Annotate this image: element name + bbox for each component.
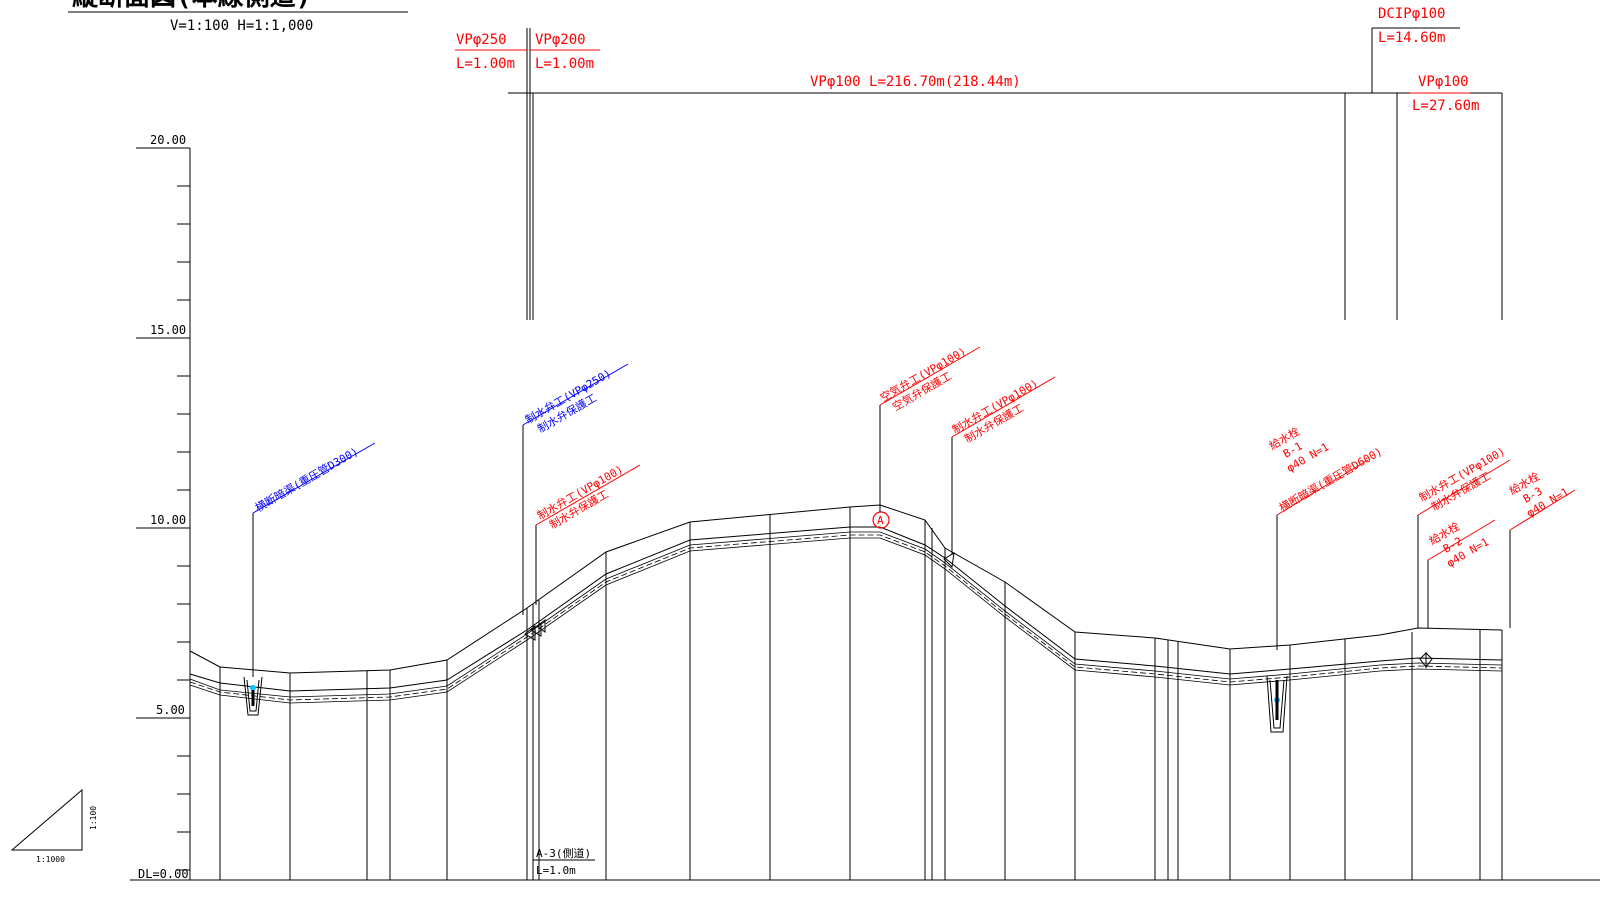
ground-profile xyxy=(189,504,1503,704)
slope-legend xyxy=(10,788,83,851)
marker-a: A xyxy=(872,511,890,529)
vp100-end-name: VPφ100 xyxy=(1418,74,1469,90)
station-lines xyxy=(219,507,1503,880)
culvert-left-symbol xyxy=(243,676,263,716)
callout-culvert-left: 横断暗渠(重圧管D300) xyxy=(253,444,361,514)
slope-horizontal: 1:1000 xyxy=(36,855,65,864)
valve-symbol-100c xyxy=(1419,651,1433,669)
station-label-box xyxy=(532,859,595,880)
elevation-label-15: 15.00 xyxy=(150,323,186,337)
valve-symbol-250 xyxy=(524,623,542,641)
culvert-right-symbol xyxy=(1266,675,1288,733)
drawing-title: 縦断面図(本線側道) xyxy=(72,0,311,12)
pipe-dimension-lines xyxy=(455,27,1503,320)
dcip100-length: L=14.60m xyxy=(1378,30,1445,46)
slope-vertical: 1:100 xyxy=(89,806,98,830)
marker-a-label: A xyxy=(877,514,884,527)
vp250-name: VPφ250 xyxy=(456,32,507,48)
vp250-length: L=1.00m xyxy=(456,56,515,72)
vp100-end-length: L=27.60m xyxy=(1412,98,1479,114)
elevation-axis xyxy=(130,147,1600,881)
vp200-length: L=1.00m xyxy=(535,56,594,72)
valve-symbol-100a xyxy=(536,619,546,633)
scale-label: V=1:100 H=1:1,000 xyxy=(170,18,313,34)
dcip100-name: DCIPφ100 xyxy=(1378,6,1445,22)
valve-symbol-100b xyxy=(943,552,955,569)
vp200-name: VPφ200 xyxy=(535,32,586,48)
station-name: A-3(側道) xyxy=(536,846,591,860)
elevation-label-20: 20.00 xyxy=(150,133,186,147)
station-length: L=1.0m xyxy=(536,864,576,877)
vp100-main-label: VPφ100 L=216.70m(218.44m) xyxy=(810,74,1021,90)
elevation-label-5: 5.00 xyxy=(156,703,185,717)
elevation-label-dl: DL=0.00 xyxy=(138,867,189,881)
leader-lines xyxy=(252,346,1576,677)
elevation-label-10: 10.00 xyxy=(150,513,186,527)
